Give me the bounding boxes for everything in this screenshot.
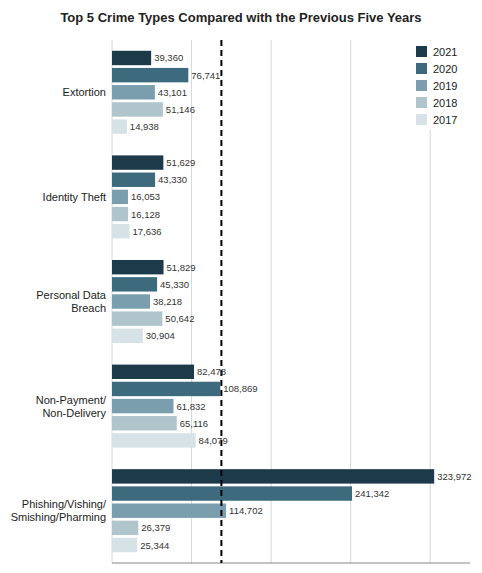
bar: [112, 486, 352, 500]
grid-line: [350, 40, 351, 563]
category-label: Non-Payment/Non-Delivery: [36, 394, 107, 419]
data-label: 65,116: [180, 418, 208, 429]
data-label: 108,869: [223, 383, 257, 394]
legend-swatch: [416, 46, 427, 57]
bar: [112, 119, 127, 133]
legend-label: 2018: [433, 97, 457, 109]
bar: [112, 329, 143, 343]
data-label: 16,053: [131, 191, 160, 202]
legend: 2021 2020 2019 2018 2017: [412, 41, 470, 130]
data-label: 14,938: [130, 121, 159, 132]
grid: [112, 40, 430, 563]
bar: [112, 68, 188, 82]
data-label: 43,330: [158, 174, 187, 185]
data-label: 45,330: [160, 279, 189, 290]
legend-swatch: [416, 97, 427, 108]
bar: [112, 399, 173, 413]
bar: [112, 102, 163, 116]
data-label: 76,741: [191, 70, 220, 81]
bar: [112, 207, 128, 221]
data-label: 61,832: [176, 401, 205, 412]
legend-label: 2021: [433, 46, 457, 58]
bar: [112, 294, 150, 308]
bar: [112, 382, 220, 396]
data-label: 26,379: [141, 522, 170, 533]
data-label: 51,146: [166, 104, 195, 115]
data-label: 241,342: [355, 488, 389, 499]
reference-line: [220, 40, 222, 563]
bar: [112, 173, 155, 187]
grid-line: [191, 40, 192, 563]
category-label: Personal DataBreach: [36, 289, 107, 314]
category-label: Extortion: [63, 86, 106, 98]
bar: [112, 503, 226, 517]
data-label: 114,702: [229, 505, 263, 516]
bar: [112, 260, 164, 274]
bar: [112, 469, 434, 483]
bars: [112, 51, 434, 552]
legend-swatch: [416, 114, 427, 125]
bar: [112, 85, 155, 99]
bar: [112, 277, 157, 291]
data-label: 25,344: [140, 540, 169, 551]
legend-label: 2020: [433, 63, 457, 75]
data-label: 30,904: [146, 330, 175, 341]
data-label: 51,629: [166, 157, 195, 168]
bar: [112, 311, 162, 325]
x-axis-line: [112, 563, 470, 564]
legend-label: 2017: [433, 114, 457, 126]
data-label: 43,101: [158, 87, 187, 98]
legend-background: [412, 41, 470, 130]
bar: [112, 365, 194, 379]
title: Top 5 Crime Types Compared with the Prev…: [60, 10, 421, 25]
bar: [112, 155, 163, 169]
data-label: 323,972: [437, 471, 471, 482]
legend-label: 2019: [433, 80, 457, 92]
legend-swatch: [416, 80, 427, 91]
bar: [112, 190, 128, 204]
data-label: 38,218: [153, 296, 182, 307]
category-label: Identity Theft: [43, 191, 106, 203]
bar: [112, 224, 130, 238]
chart: Top 5 Crime Types Compared with the Prev…: [0, 0, 482, 573]
data-label: 50,642: [165, 313, 194, 324]
data-label: 16,128: [131, 209, 160, 220]
legend-swatch: [416, 63, 427, 74]
bar: [112, 51, 151, 65]
bar: [112, 538, 137, 552]
data-label: 82,478: [197, 366, 226, 377]
data-label: 84,079: [199, 435, 228, 446]
bar: [112, 521, 138, 535]
y-tick-labels: Extortion Identity Theft Personal DataBrea…: [11, 86, 107, 523]
grid-line: [271, 40, 272, 563]
data-label: 51,829: [167, 262, 196, 273]
data-label: 17,636: [133, 226, 162, 237]
data-label: 39,360: [154, 52, 183, 63]
category-label: Phishing/Vishing/Smishing/Pharming: [11, 498, 107, 523]
reference-lines: [221, 40, 222, 563]
bar: [112, 433, 196, 447]
bar: [112, 416, 177, 430]
